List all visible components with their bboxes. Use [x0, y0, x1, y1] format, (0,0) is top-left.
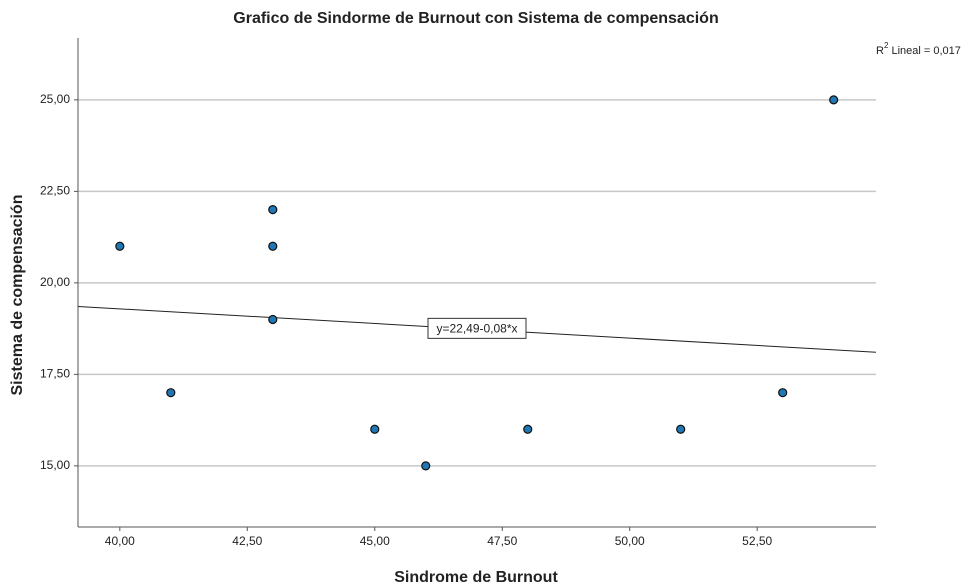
fit-label-box	[427, 317, 527, 339]
fit-label: y=22,49-0,08*x	[436, 322, 517, 336]
point	[829, 95, 839, 105]
y-tick-label: 25,00	[40, 92, 70, 106]
x-tick-label: 47,50	[487, 534, 517, 548]
x-tick-label: 42,50	[232, 534, 262, 548]
point	[268, 241, 278, 251]
point	[676, 424, 686, 434]
point	[268, 314, 278, 325]
point	[115, 241, 125, 251]
point	[166, 388, 176, 398]
x-tick-label: 45,00	[360, 534, 390, 548]
point	[421, 461, 431, 471]
r-base: R	[876, 45, 884, 57]
x-tick-label: 50,00	[615, 534, 645, 548]
r-text: Lineal = 0,017	[888, 45, 960, 57]
x-tick-label: 52,50	[742, 534, 772, 548]
y-tick-label: 20,00	[40, 275, 70, 289]
r-sup: 2	[884, 41, 889, 50]
point	[370, 424, 380, 434]
x-axis-title: Sindrome de Burnout	[394, 569, 558, 586]
chart-title: Grafico de Sindorme de Burnout con Siste…	[233, 10, 718, 27]
y-tick-label: 15,00	[40, 458, 70, 472]
r-squared-label: R2 Lineal = 0,017	[876, 41, 961, 57]
y-tick-label: 17,50	[40, 367, 70, 381]
point	[268, 205, 278, 215]
point	[523, 424, 533, 434]
x-tick-label: 40,00	[105, 534, 135, 548]
y-tick-label: 22,50	[40, 184, 70, 198]
point	[778, 388, 788, 398]
y-axis-title: Sistema de compensación	[9, 195, 26, 396]
